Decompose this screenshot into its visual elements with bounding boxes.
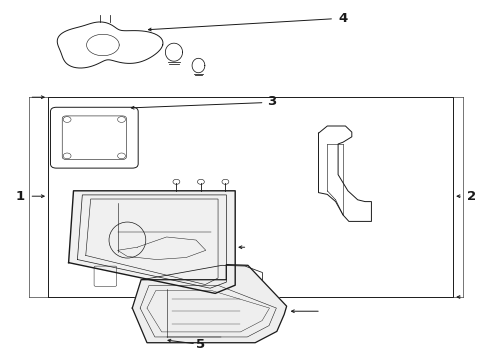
Text: 5: 5: [196, 338, 205, 351]
Polygon shape: [69, 191, 235, 293]
Text: 4: 4: [339, 12, 347, 24]
Text: 2: 2: [467, 190, 476, 203]
Text: 1: 1: [16, 190, 25, 203]
Text: 3: 3: [268, 95, 276, 108]
Polygon shape: [132, 265, 287, 343]
